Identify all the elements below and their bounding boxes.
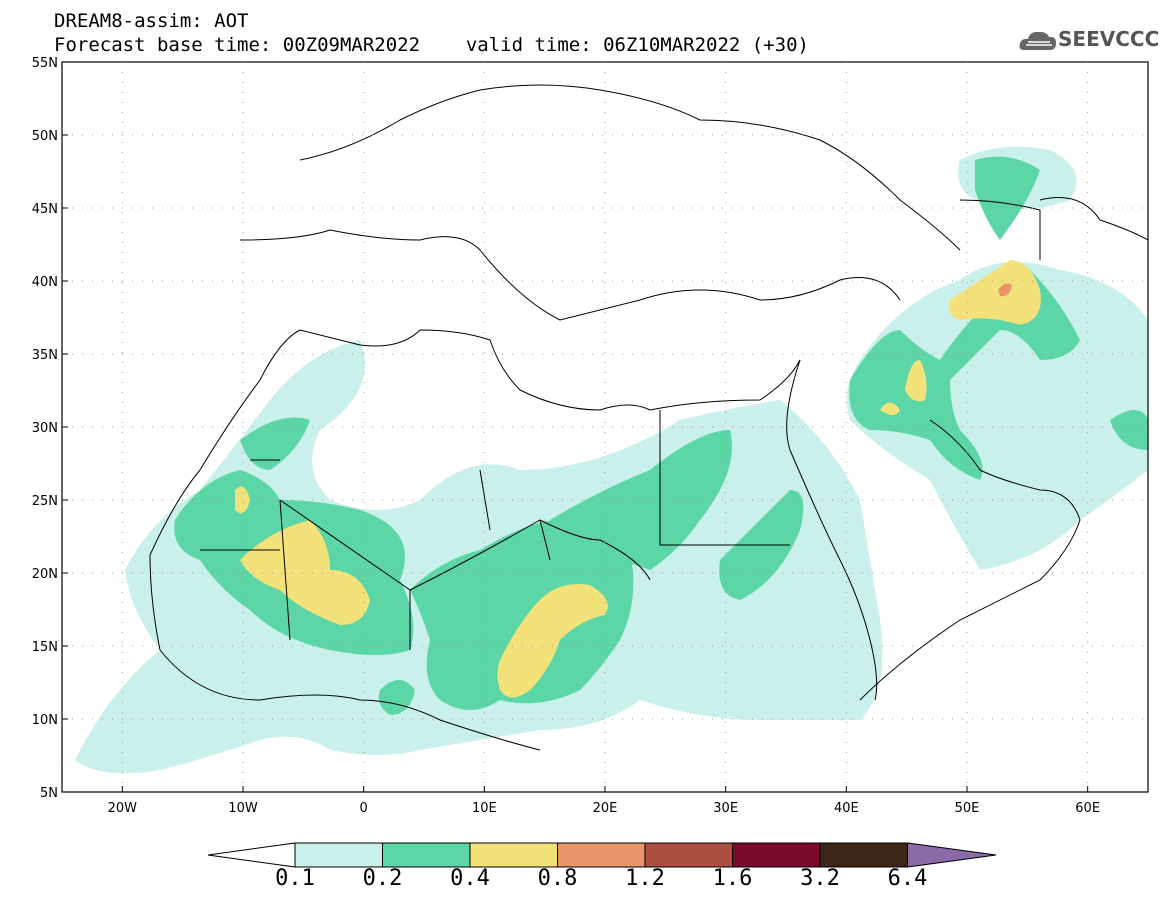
longitude-label: 30E [713, 801, 738, 816]
latitude-labels: 55N 50N 45N 40N 35N 30N 25N 20N 15N 10N 5N [32, 56, 58, 801]
latitude-label: 15N [32, 640, 58, 655]
longitude-label: 0 [360, 801, 368, 816]
colorbar-label: 3.2 [800, 866, 840, 891]
longitude-label: 20E [593, 801, 618, 816]
colorbar-label: 0.8 [537, 866, 578, 891]
latitude-label: 5N [40, 786, 58, 801]
colorbar-label: 0.1 [275, 866, 315, 891]
latitude-label: 20N [32, 567, 58, 582]
cloud-icon [1019, 31, 1056, 50]
latitude-label: 25N [32, 494, 58, 509]
latitude-label: 40N [32, 275, 58, 290]
map-title: DREAM8-assim: AOT [54, 10, 249, 32]
longitude-label: 20W [108, 801, 138, 816]
aot-field [75, 146, 1148, 774]
map-outlines [149, 84, 1149, 751]
colorbar-label: 0.2 [362, 866, 403, 891]
latitude-label: 10N [32, 713, 58, 728]
base-time: Forecast base time: 00Z09MAR2022 [54, 34, 421, 56]
colorbar-over-arrow [907, 842, 997, 868]
graticule [62, 61, 1148, 793]
colorbar-box [294, 842, 383, 868]
longitude-label: 10W [228, 801, 258, 816]
latitude-label: 55N [32, 56, 58, 71]
longitude-label: 60E [1075, 801, 1100, 816]
colorbar-box [557, 842, 646, 868]
longitude-label: 50E [955, 801, 980, 816]
colorbar-under-arrow [207, 842, 296, 868]
logo-text: SEEVCCC [1058, 27, 1160, 51]
latitude-label: 45N [32, 202, 58, 217]
latitude-label: 50N [32, 129, 58, 144]
colorbar-box [644, 842, 733, 868]
colorbar-label: 6.4 [887, 866, 928, 891]
colorbar-label: 1.6 [712, 866, 753, 891]
longitude-label: 10E [472, 801, 497, 816]
colorbar-box [819, 842, 908, 868]
colorbar-label: 1.2 [625, 866, 665, 891]
colorbar-box [469, 842, 558, 868]
color-scale-bar [207, 842, 997, 868]
colorbar-label: 0.4 [450, 866, 490, 891]
latitude-label: 30N [32, 421, 58, 436]
colorbar-box [382, 842, 471, 868]
longitude-label: 40E [834, 801, 859, 816]
valid-time: valid time: 06Z10MAR2022 (+30) [465, 34, 809, 56]
forecast-times: Forecast base time: 00Z09MAR2022 valid t… [54, 34, 809, 56]
latitude-label: 35N [32, 348, 58, 363]
colorbar-box [732, 842, 821, 868]
longitude-labels: 20W 10W 0 10E 20E 30E 40E 50E 60E [108, 801, 1100, 816]
